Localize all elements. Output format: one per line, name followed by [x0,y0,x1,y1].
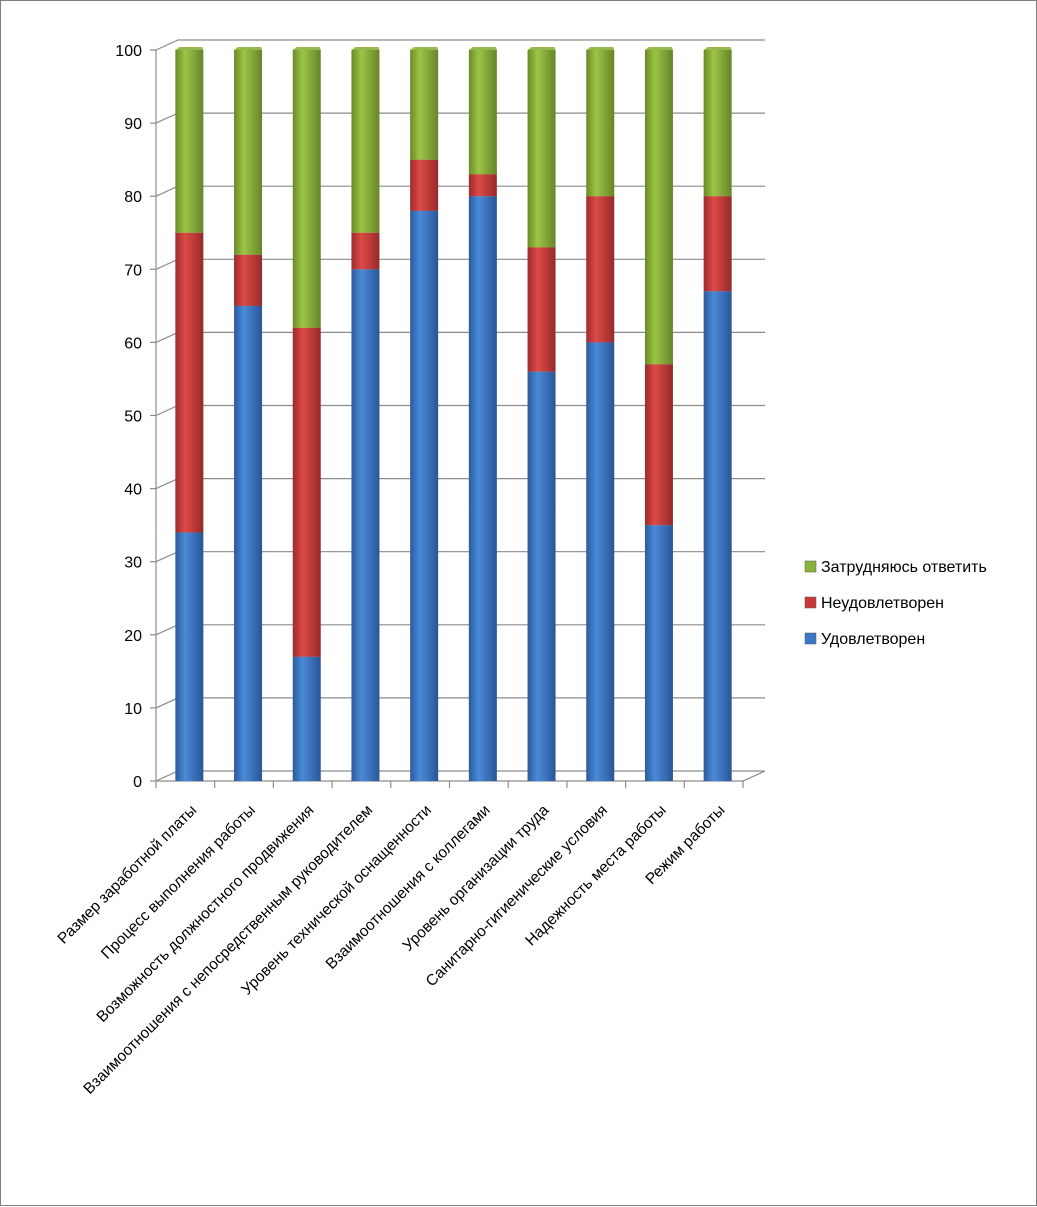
bar-segment [644,525,673,781]
bar-segment [468,196,497,781]
bar-segment [527,50,556,248]
bar-segment [234,305,263,781]
bar-segment-cap [234,47,263,50]
bar-segment [351,232,380,270]
x-category-label: Возможность должностного продвижения [94,802,318,1026]
bar-segment-cap [292,47,321,50]
y-tick-label: 60 [124,335,142,352]
bar-segment [644,364,673,526]
bar-segment [234,50,263,255]
bar-segment [175,532,204,781]
bar-segment [292,327,321,657]
legend-label: Затрудняюсь ответить [821,559,987,576]
y-tick-label: 0 [133,774,142,791]
bar-segment [468,50,497,175]
y-tick-label: 80 [124,189,142,206]
y-tick-label: 30 [124,555,142,572]
bar-segment [586,50,615,197]
y-tick-label: 20 [124,628,142,645]
bar-segment [292,50,321,328]
bar-segment [234,254,263,306]
y-tick-labels: 0 10 20 30 40 50 60 70 80 90 100 [115,43,142,791]
legend-marker [804,596,817,609]
bar-segment-cap [586,47,615,50]
y-tick-label: 40 [124,482,142,499]
bar-segment [175,232,204,533]
bar-segment [527,371,556,781]
legend-label: Неудовлетворен [821,595,944,612]
bar-segment [351,269,380,781]
bar-segment [468,174,497,197]
bar-segment [703,291,732,781]
bar-segment [703,196,732,292]
bar-segment [351,50,380,233]
bar-segment-cap [527,47,556,50]
bar-segment-cap [468,47,497,50]
y-tick-label: 50 [124,409,142,426]
bar-segment [410,50,439,160]
bar-segment [527,247,556,372]
bar-segment [703,50,732,197]
y-tick-label: 10 [124,701,142,718]
legend: Затрудняюсь ответить Неудовлетворен Удовле… [804,559,987,648]
bar-segment-cap [644,47,673,50]
bar-layer [175,47,732,781]
bar-segment [292,656,321,781]
legend-marker [804,632,817,645]
bar-segment [410,159,439,211]
bar-segment [586,196,615,343]
bar-segment-cap [410,47,439,50]
legend-marker [804,560,817,573]
bar-segment-cap [703,47,732,50]
x-category-label: Взаимоотношения с непосредственным руков… [80,802,376,1098]
bar-segment [586,342,615,781]
bar-segment-cap [175,47,204,50]
bar-segment-cap [351,47,380,50]
bar-segment [410,210,439,781]
y-tick-label: 90 [124,116,142,133]
gridline [155,39,765,51]
legend-label: Удовлетворен [821,631,925,648]
y-tick-label: 70 [124,262,142,279]
bar-segment [175,50,204,233]
y-tick-label: 100 [115,43,142,60]
bar-segment [644,50,673,365]
